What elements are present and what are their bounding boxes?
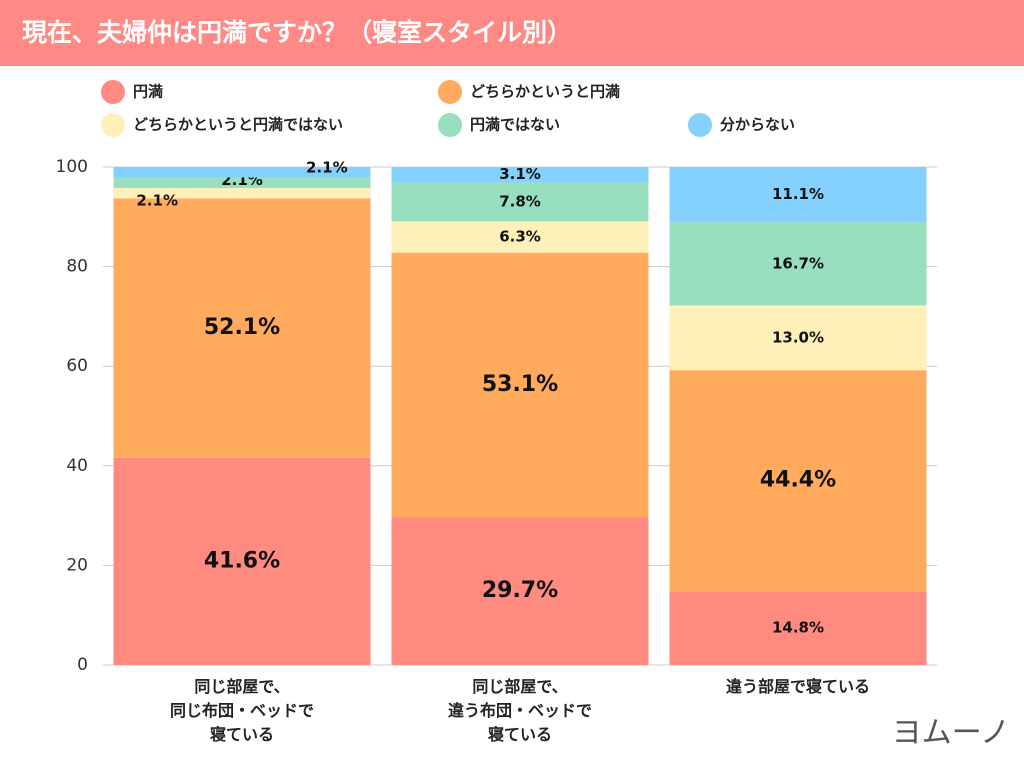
bar-segment bbox=[113, 198, 371, 458]
bar-segment bbox=[113, 187, 371, 199]
data-label: 2.1% bbox=[306, 159, 348, 177]
legend-label: 円満 bbox=[133, 83, 163, 101]
bar-segment bbox=[113, 457, 371, 665]
header-bar bbox=[0, 0, 1024, 66]
chart-title: 現在、夫婦仲は円満ですか？（寝室スタイル別） bbox=[22, 18, 572, 47]
bar-segment bbox=[391, 221, 649, 253]
logo: ヨムーノ bbox=[892, 716, 1010, 751]
legend-label: どちらかというと円満 bbox=[470, 83, 620, 101]
bar-segment bbox=[669, 305, 927, 371]
bar-segment bbox=[391, 252, 649, 518]
y-tick-label: 60 bbox=[66, 356, 88, 376]
data-label: 52.1% bbox=[204, 315, 280, 340]
legend-swatch bbox=[438, 113, 462, 137]
legend-swatch bbox=[688, 113, 712, 137]
data-label: 53.1% bbox=[482, 372, 558, 397]
legend-swatch bbox=[101, 113, 125, 137]
bar-segment bbox=[391, 167, 649, 183]
bar-segment bbox=[391, 517, 649, 665]
legend-label: 分からない bbox=[720, 116, 795, 134]
y-tick-label: 0 bbox=[77, 655, 88, 675]
y-tick-label: 80 bbox=[66, 257, 88, 277]
data-label: 11.1% bbox=[772, 185, 824, 203]
y-tick-label: 20 bbox=[66, 555, 88, 575]
x-tick-label: 同じ部屋で、 同じ布団・ベッドで 寝ている bbox=[169, 677, 314, 744]
bar-segment bbox=[669, 370, 927, 592]
bar-segment bbox=[113, 167, 371, 178]
data-label: 3.1% bbox=[499, 165, 541, 183]
legend-label: どちらかというと円満ではない bbox=[133, 116, 343, 134]
data-label: 2.1% bbox=[136, 192, 178, 210]
data-label: 13.0% bbox=[772, 328, 824, 346]
data-label: 44.4% bbox=[760, 468, 836, 493]
bar-segment bbox=[113, 177, 371, 188]
bar-segment bbox=[669, 591, 927, 665]
data-label: 14.8% bbox=[772, 619, 824, 637]
x-tick-label: 違う部屋で寝ている bbox=[725, 677, 870, 696]
y-tick-label: 40 bbox=[66, 456, 88, 476]
legend-label: 円満ではない bbox=[470, 116, 560, 134]
data-label: 6.3% bbox=[499, 227, 541, 245]
legend-swatch bbox=[101, 80, 125, 104]
bar-segment bbox=[391, 182, 649, 222]
bar-segment bbox=[669, 167, 927, 223]
legend-swatch bbox=[438, 80, 462, 104]
data-label: 29.7% bbox=[482, 578, 558, 603]
data-label: 41.6% bbox=[204, 548, 280, 573]
y-tick-label: 100 bbox=[56, 157, 88, 177]
x-tick-label: 同じ部屋で、 違う布団・ベッドで 寝ている bbox=[447, 677, 592, 744]
data-label: 7.8% bbox=[499, 192, 541, 210]
data-label: 16.7% bbox=[772, 254, 824, 272]
bar-segment bbox=[669, 222, 927, 306]
